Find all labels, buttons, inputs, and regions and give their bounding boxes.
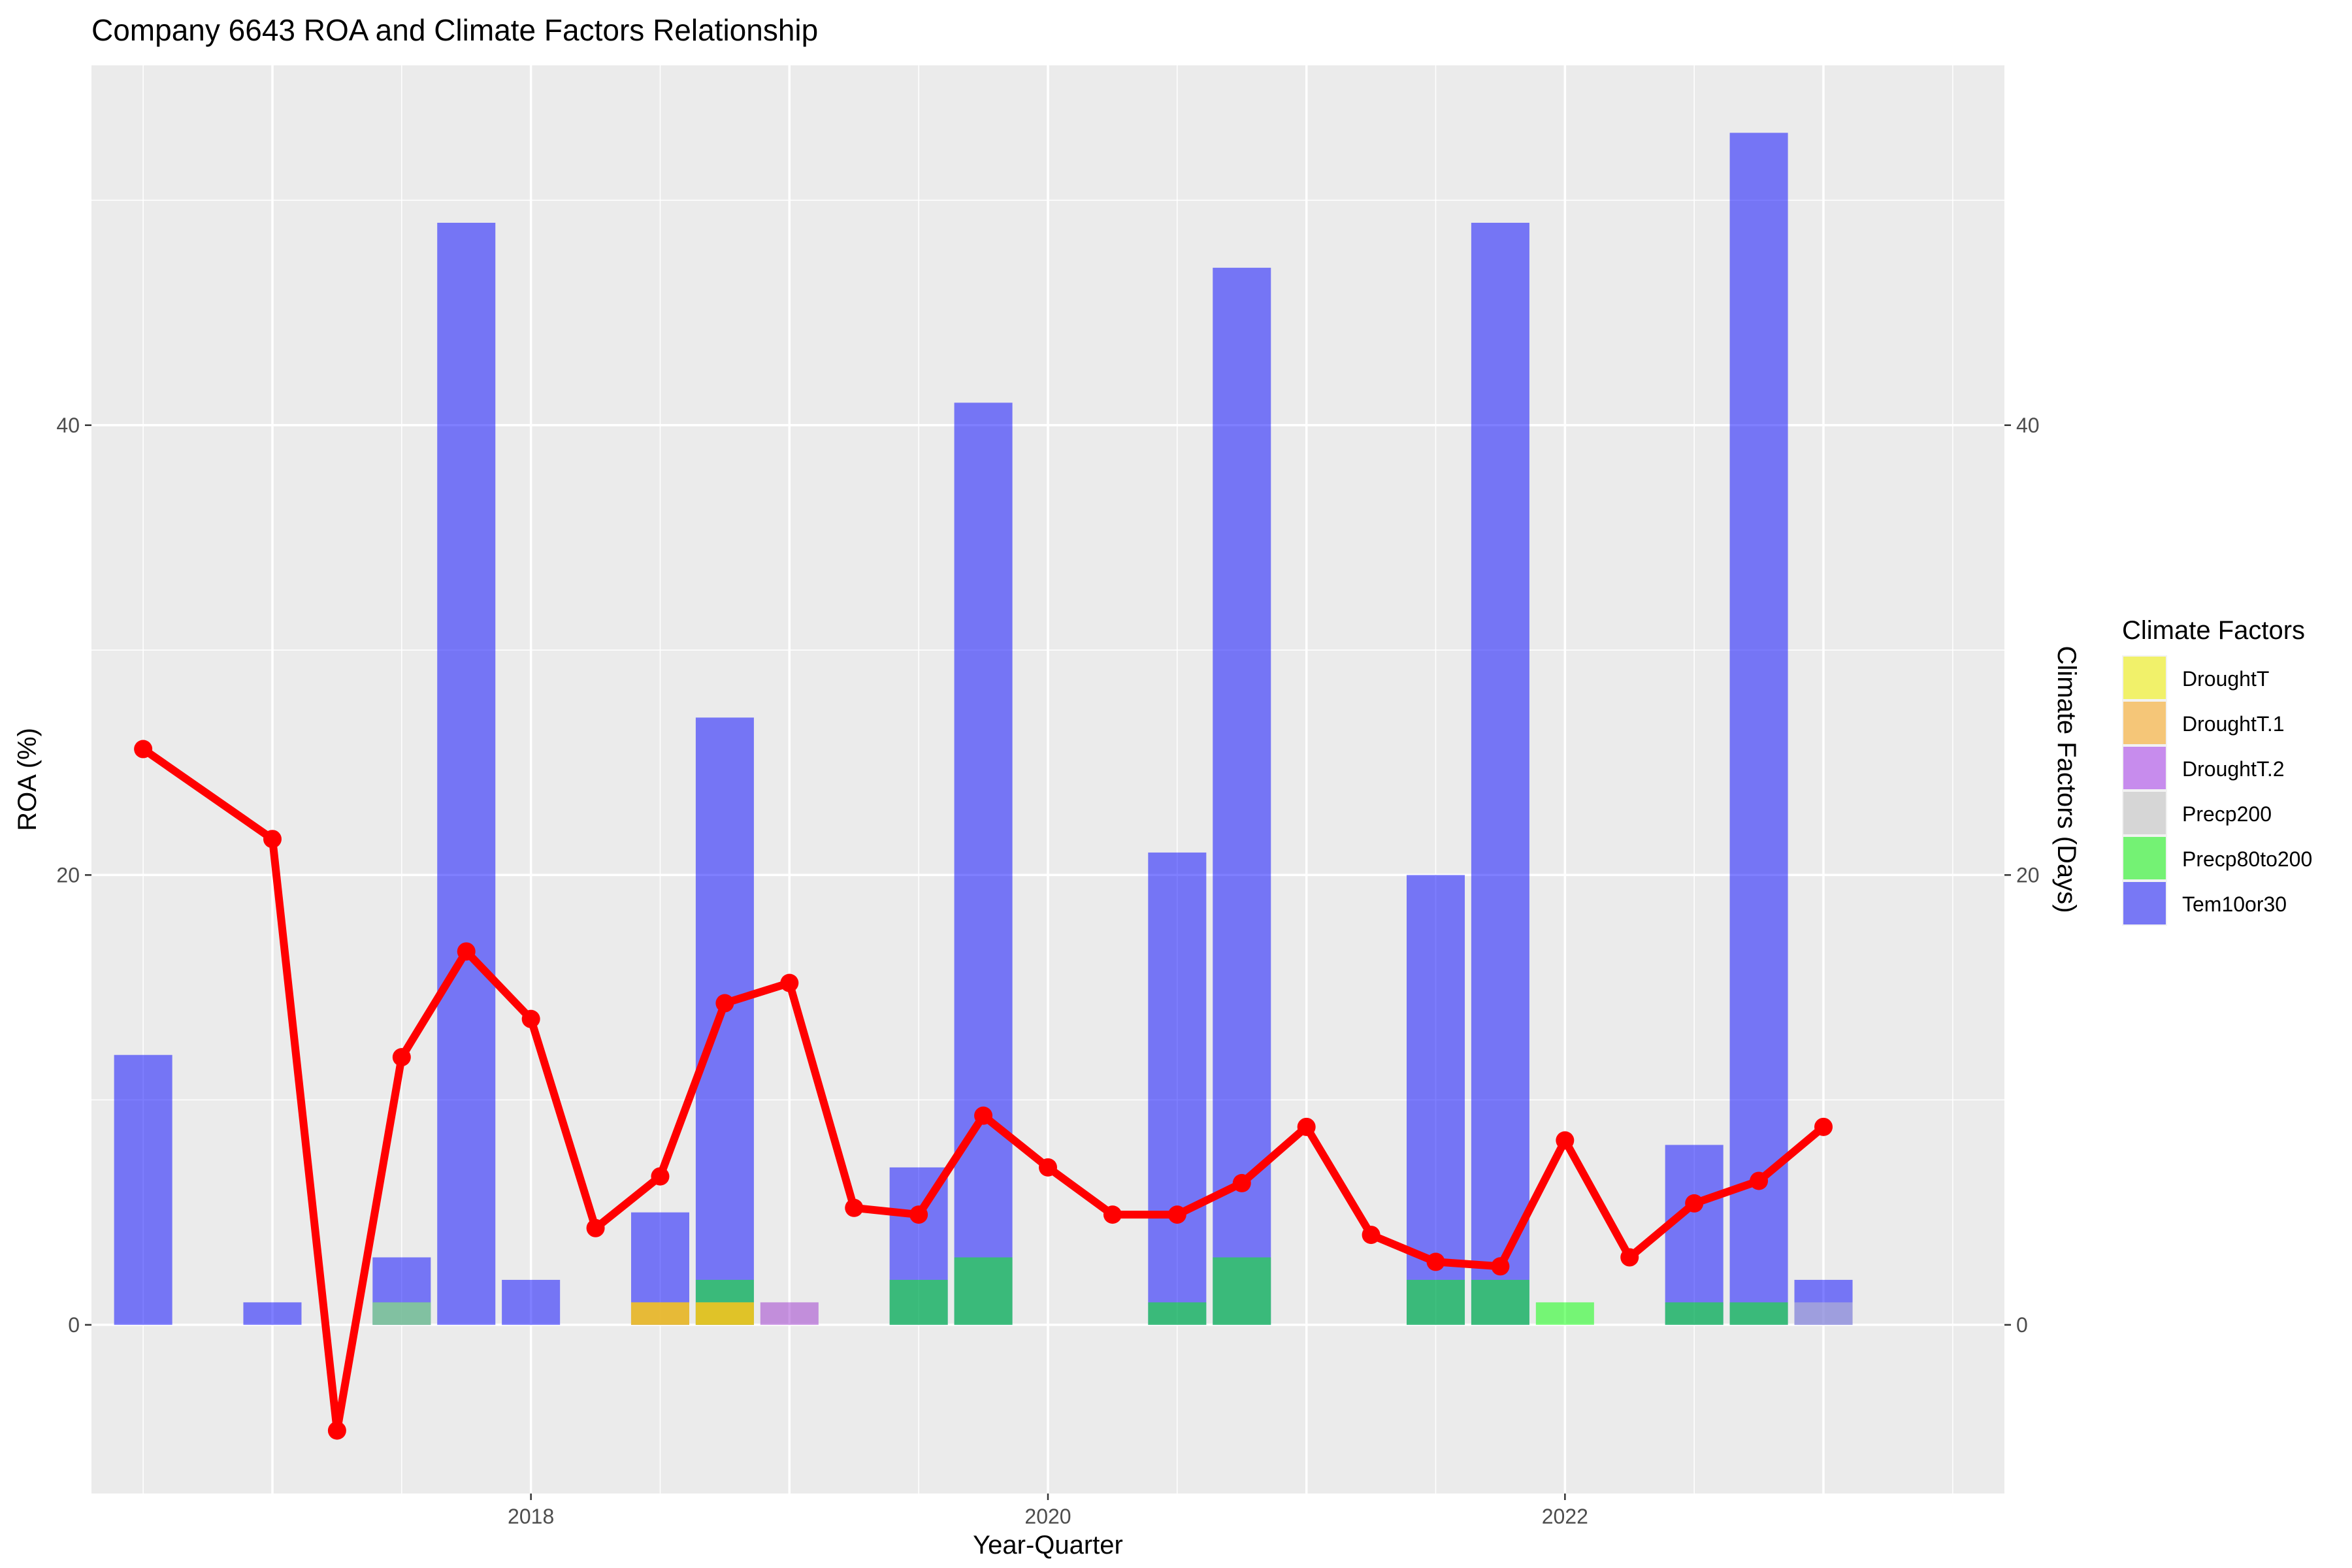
- roa-point: [715, 994, 734, 1013]
- roa-point: [1168, 1205, 1186, 1224]
- legend-swatch: [2123, 792, 2166, 834]
- bar-layer: [114, 133, 1853, 1325]
- roa-point: [1297, 1117, 1316, 1136]
- roa-point: [1426, 1252, 1445, 1271]
- legend-label: DroughtT: [2182, 667, 2269, 691]
- bar-precp80to200: [1471, 1279, 1529, 1325]
- y-tick-label-left: 0: [68, 1313, 80, 1337]
- bar-precp80to200: [1148, 1302, 1207, 1325]
- roa-point: [974, 1106, 993, 1125]
- bar-tem10or30: [114, 1054, 172, 1325]
- chart-title: Company 6643 ROA and Climate Factors Rel…: [91, 13, 818, 47]
- roa-point: [457, 942, 476, 961]
- bar-tem10or30: [437, 222, 496, 1325]
- y-tick-label-left: 20: [56, 863, 80, 887]
- roa-point: [1103, 1205, 1122, 1224]
- y-tick-label-right: 20: [2016, 863, 2040, 887]
- bar-precp80to200: [954, 1257, 1013, 1325]
- legend-label: Tem10or30: [2182, 892, 2287, 916]
- legend: Climate Factors DroughtT DroughtT.1 Drough…: [2122, 616, 2312, 926]
- roa-point: [909, 1205, 928, 1224]
- grid-layer: [91, 65, 2004, 1494]
- legend-label: Precp80to200: [2182, 847, 2312, 871]
- bar-precp200: [1794, 1302, 1853, 1325]
- bar-tem10or30: [1148, 852, 1207, 1325]
- bar-precp80to200: [1729, 1302, 1788, 1325]
- bar-tem10or30: [1471, 222, 1529, 1325]
- roa-point: [134, 740, 153, 759]
- legend-swatch: [2123, 702, 2166, 744]
- bar-precp80to200: [1407, 1279, 1465, 1325]
- roa-point: [521, 1009, 540, 1028]
- bar-droughtt-1: [630, 1302, 689, 1325]
- roa-point: [586, 1218, 605, 1237]
- roa-point: [651, 1167, 670, 1186]
- roa-point: [263, 830, 282, 849]
- roa-point: [1362, 1226, 1380, 1245]
- roa-point: [392, 1048, 411, 1067]
- bar-precp80to200: [1213, 1257, 1271, 1325]
- x-axis-title: Year-Quarter: [973, 1531, 1123, 1560]
- bar-tem10or30: [502, 1279, 561, 1325]
- bar-tem10or30: [1665, 1145, 1723, 1325]
- bar-precp80to200: [1665, 1302, 1723, 1325]
- roa-point: [1620, 1248, 1639, 1267]
- legend-label: DroughtT.2: [2182, 757, 2285, 781]
- y-axis-title-left: ROA (%): [13, 728, 42, 831]
- x-tick-label: 2022: [1542, 1505, 1588, 1528]
- roa-point: [1814, 1117, 1833, 1136]
- roa-line: [139, 745, 1827, 1435]
- legend-title: Climate Factors: [2122, 616, 2305, 645]
- roa-point: [1232, 1173, 1251, 1192]
- y-tick-label-right: 40: [2016, 414, 2040, 437]
- bar-tem10or30: [1729, 133, 1788, 1325]
- roa-point: [780, 973, 799, 992]
- bar-droughtt-2: [760, 1302, 819, 1325]
- roa-point: [1750, 1171, 1769, 1190]
- bar-tem10or30: [243, 1302, 302, 1325]
- line-layer: [134, 740, 1833, 1440]
- roa-point: [1491, 1257, 1510, 1276]
- y-tick-label-right: 0: [2016, 1313, 2028, 1337]
- roa-point: [1039, 1158, 1057, 1177]
- legend-swatch: [2123, 657, 2166, 699]
- bar-precp80to200: [889, 1279, 948, 1325]
- roa-point: [1556, 1131, 1575, 1150]
- x-tick-label: 2018: [508, 1505, 554, 1528]
- y-axis-title-right: Climate Factors (Days): [2052, 646, 2081, 913]
- bar-droughtt-1: [695, 1302, 754, 1325]
- roa-point: [845, 1198, 864, 1217]
- legend-swatch: [2123, 747, 2166, 789]
- bar-precp200: [372, 1302, 431, 1325]
- legend-swatch: [2123, 882, 2166, 924]
- legend-swatch: [2123, 837, 2166, 879]
- legend-label: Precp200: [2182, 802, 2272, 826]
- bar-tem10or30: [695, 717, 754, 1325]
- bar-precp80to200: [1535, 1302, 1594, 1325]
- bar-tem10or30: [1213, 267, 1271, 1325]
- legend-label: DroughtT.1: [2182, 712, 2285, 736]
- y-tick-label-left: 40: [56, 414, 80, 437]
- roa-point: [1685, 1194, 1704, 1213]
- x-tick-label: 2020: [1024, 1505, 1071, 1528]
- roa-point: [327, 1421, 346, 1440]
- bar-tem10or30: [954, 402, 1013, 1325]
